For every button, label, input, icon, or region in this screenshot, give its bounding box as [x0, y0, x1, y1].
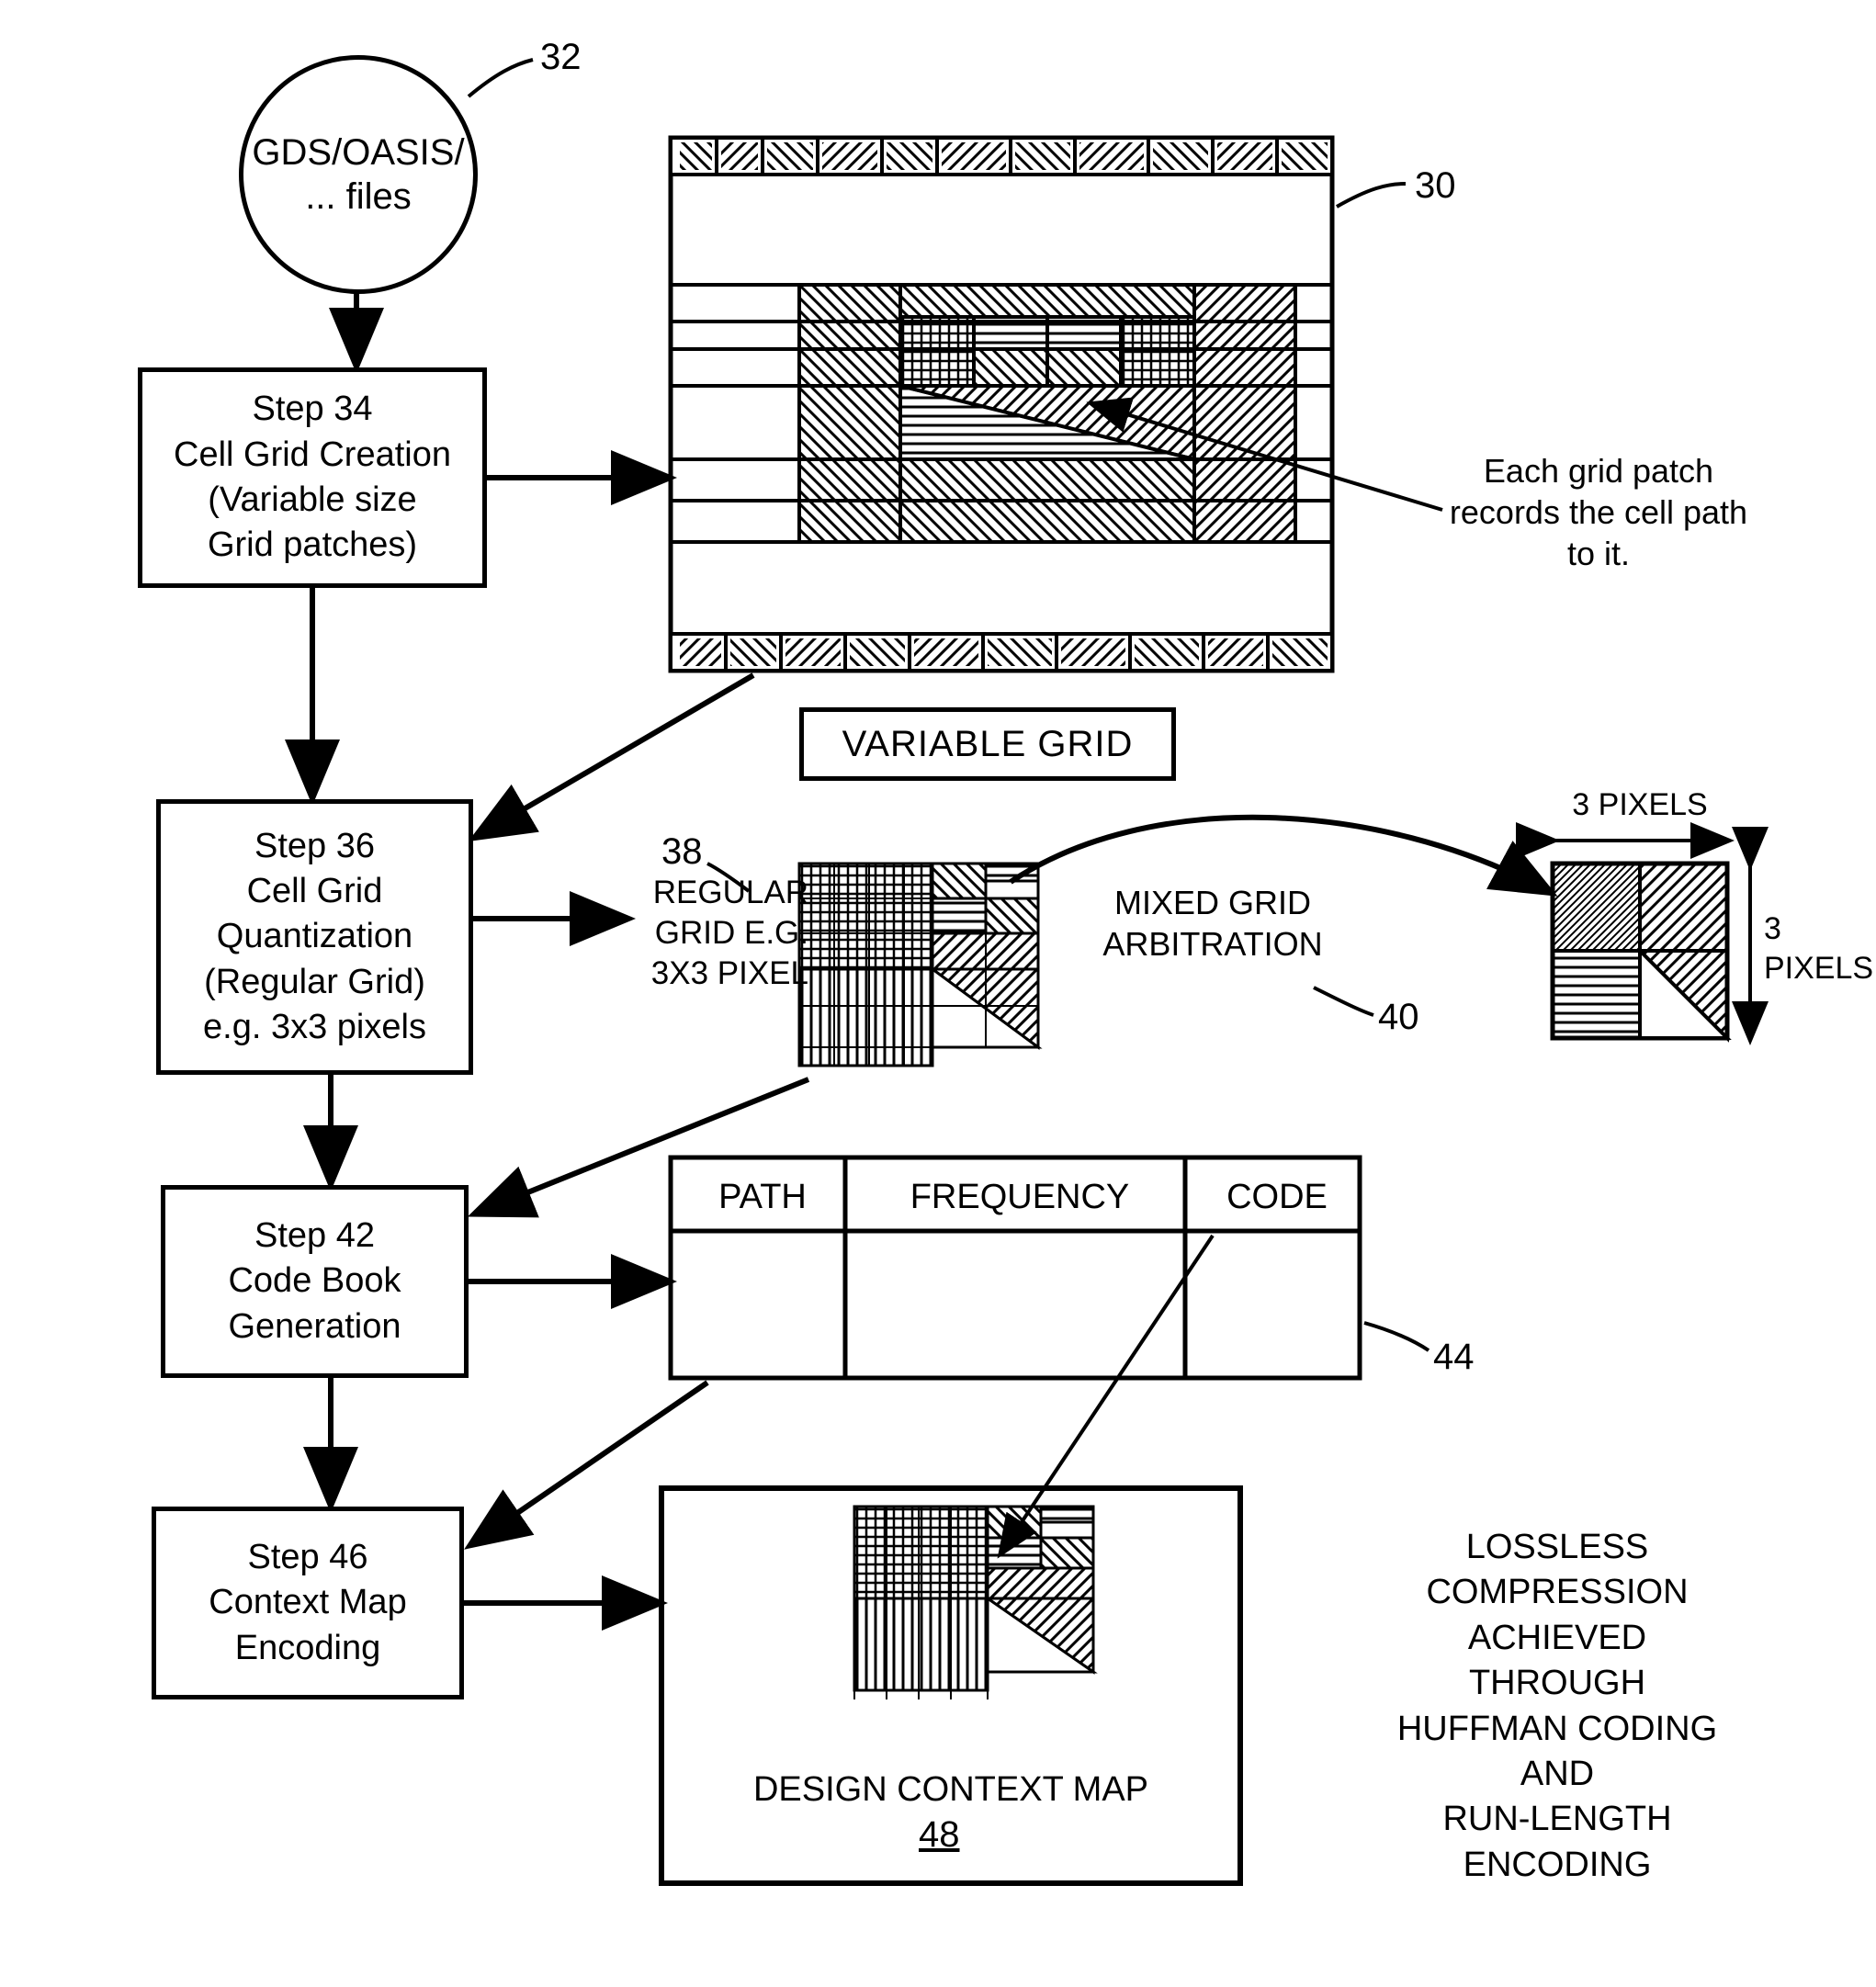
variable-grid-label-box: VARIABLE GRID — [799, 707, 1176, 781]
table-header-code: CODE — [1204, 1176, 1350, 1220]
context-map-label: DESIGN CONTEXT MAP — [680, 1768, 1222, 1812]
pixels-3-h: 3 PIXELS — [1553, 785, 1727, 825]
variable-grid-label: VARIABLE GRID — [842, 724, 1134, 765]
step36-box: Step 36 Cell Grid Quantization (Regular … — [156, 799, 473, 1075]
step34-text: Step 34 Cell Grid Creation (Variable siz… — [174, 387, 451, 569]
compression-note: LOSSLESS COMPRESSION ACHIEVED THROUGH HU… — [1360, 1525, 1755, 1888]
step42-box: Step 42 Code Book Generation — [161, 1185, 469, 1378]
pixels-3-v: 3 PIXELS — [1764, 909, 1876, 988]
ref-38: 38 — [661, 831, 703, 873]
regular-grid-graphic — [799, 864, 1038, 1066]
step34-box: Step 34 Cell Grid Creation (Variable siz… — [138, 367, 487, 588]
mixed-grid-label: MIXED GRID ARBITRATION — [1075, 882, 1350, 965]
input-files-node: GDS/OASIS/ ... files — [239, 55, 478, 294]
input-files-text: GDS/OASIS/ ... files — [252, 130, 464, 219]
step36-text: Step 36 Cell Grid Quantization (Regular … — [203, 824, 426, 1051]
ref-48: 48 — [919, 1814, 960, 1856]
regular-grid-label: REGULAR GRID E.G. 3X3 PIXEL — [625, 873, 808, 993]
arrows — [312, 294, 1548, 1603]
step42-text: Step 42 Code Book Generation — [228, 1214, 401, 1349]
step46-text: Step 46 Context Map Encoding — [209, 1535, 406, 1671]
ref-32: 32 — [540, 37, 582, 78]
leader-lines — [469, 60, 1442, 1552]
variable-grid-panel — [671, 138, 1332, 671]
ref-30: 30 — [1415, 165, 1456, 207]
ref-40: 40 — [1378, 997, 1419, 1038]
pixel-3x3-box — [1553, 841, 1750, 1038]
step46-box: Step 46 Context Map Encoding — [152, 1507, 464, 1699]
grid-patch-note: Each grid patch records the cell path to… — [1406, 450, 1791, 574]
ref-44: 44 — [1433, 1337, 1475, 1378]
table-header-freq: FREQUENCY — [873, 1176, 1167, 1220]
table-header-path: PATH — [698, 1176, 827, 1220]
